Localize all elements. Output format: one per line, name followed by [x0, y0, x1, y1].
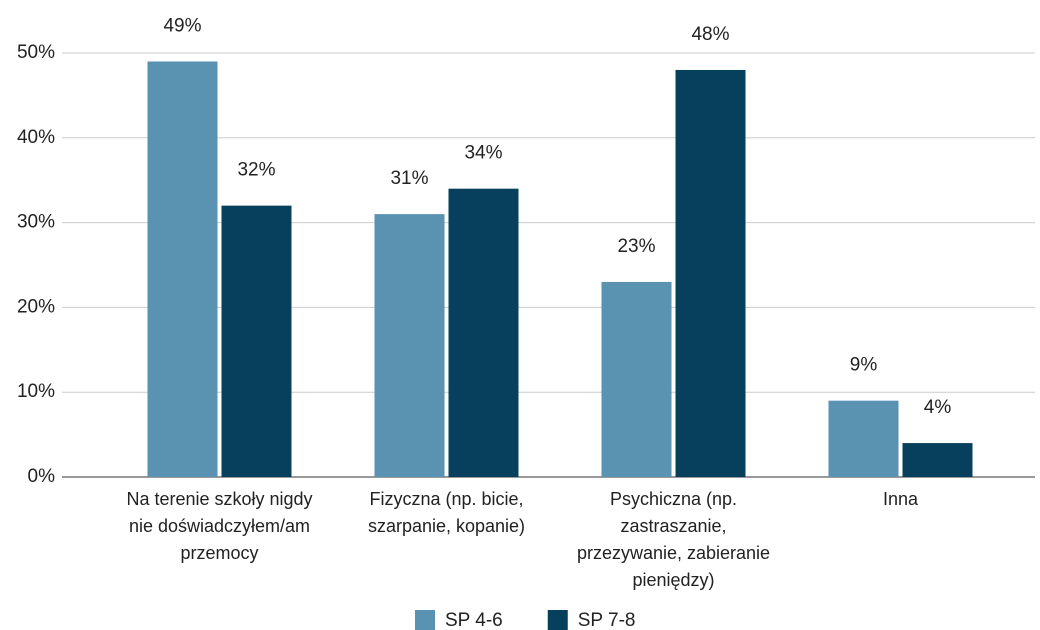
- data-label: 49%: [163, 15, 201, 36]
- y-tick-label: 10%: [17, 381, 55, 402]
- x-tick-label: Na terenie szkoły nigdy nie doświadczyłe…: [126, 489, 313, 563]
- data-label: 31%: [390, 168, 428, 189]
- legend-label: SP 7-8: [578, 610, 636, 630]
- y-tick-label: 50%: [17, 42, 55, 63]
- legend-swatch: [415, 610, 435, 630]
- x-tick-label: Inna: [882, 489, 919, 509]
- y-tick-label: 40%: [17, 127, 55, 148]
- data-label: 9%: [850, 355, 878, 376]
- data-label: 34%: [464, 143, 502, 164]
- y-tick-label: 30%: [17, 212, 55, 233]
- data-label: 32%: [237, 160, 275, 181]
- x-tick-label: Psychiczna (np. zastraszanie, przezywani…: [576, 489, 771, 590]
- bar: [221, 205, 292, 477]
- bar: [902, 443, 973, 477]
- bar: [374, 214, 445, 477]
- y-tick-label: 0%: [28, 466, 56, 487]
- x-tick-label: Fizyczna (np. bicie, szarpanie, kopanie): [367, 489, 526, 536]
- bar: [675, 69, 746, 478]
- bar: [601, 281, 672, 477]
- bar: [147, 61, 218, 477]
- data-label: 48%: [691, 24, 729, 45]
- bar: [828, 400, 899, 477]
- bar: [448, 188, 519, 477]
- legend-swatch: [547, 610, 568, 630]
- y-tick-label: 20%: [17, 296, 55, 317]
- legend-label: SP 4-6: [445, 610, 503, 630]
- data-label: 23%: [617, 236, 655, 257]
- data-label: 4%: [924, 397, 952, 418]
